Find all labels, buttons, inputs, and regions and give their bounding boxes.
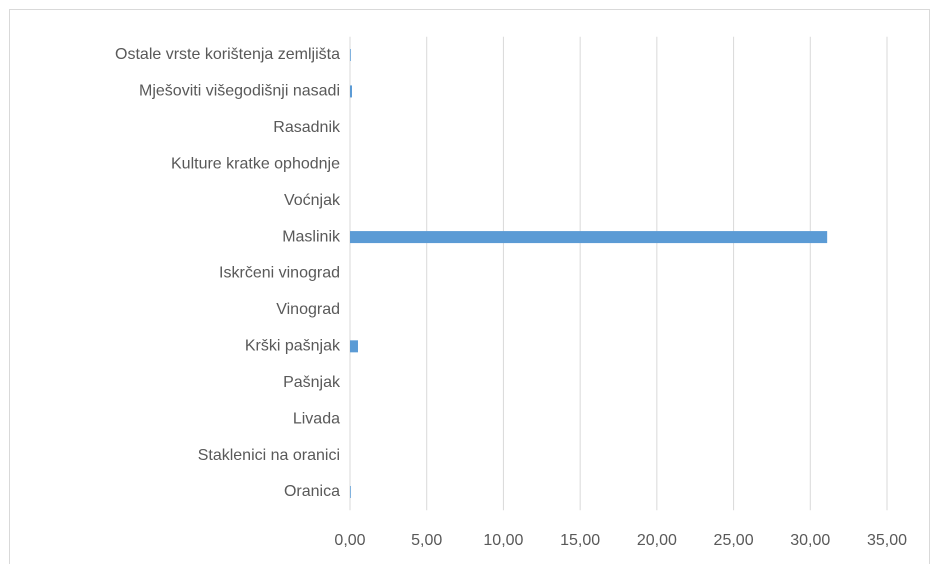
bar (350, 485, 351, 498)
y-tick-label: Ostale vrste korištenja zemljišta (115, 46, 340, 63)
y-tick-label: Kulture kratke ophodnje (171, 155, 340, 172)
y-tick-label: Vinograd (276, 301, 340, 318)
x-tick-label: 30,00 (790, 532, 830, 549)
bar (350, 49, 351, 62)
y-tick-label: Livada (293, 410, 340, 427)
x-tick-label: 10,00 (483, 532, 523, 549)
chart-border (9, 9, 930, 569)
x-tick-label: 15,00 (560, 532, 600, 549)
y-tick-label: Mješoviti višegodišnji nasadi (139, 83, 340, 100)
y-tick-label: Maslinik (282, 228, 341, 245)
y-tick-label: Krški pašnjak (245, 338, 341, 355)
y-tick-label: Staklenici na oranici (198, 447, 340, 464)
bar (350, 85, 352, 98)
x-tick-label: 5,00 (411, 532, 442, 549)
x-tick-label: 25,00 (714, 532, 754, 549)
y-tick-label: Rasadnik (273, 119, 341, 136)
x-tick-label: 35,00 (867, 532, 907, 549)
x-tick-label: 0,00 (334, 532, 365, 549)
bar (350, 340, 358, 353)
x-tick-label: 20,00 (637, 532, 677, 549)
y-tick-label: Oranica (284, 483, 340, 500)
y-tick-label: Iskrčeni vinograd (219, 265, 340, 282)
y-tick-label: Pašnjak (283, 374, 341, 391)
y-tick-label: Voćnjak (284, 192, 341, 209)
bar (350, 231, 828, 244)
